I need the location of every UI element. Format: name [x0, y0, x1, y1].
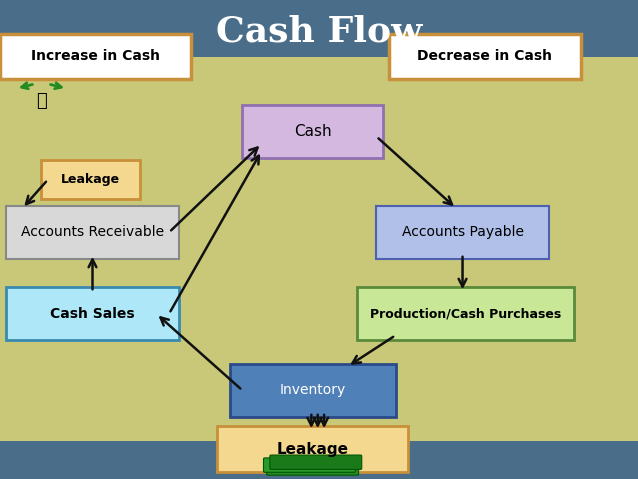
FancyBboxPatch shape — [6, 287, 179, 340]
Text: Accounts Payable: Accounts Payable — [401, 225, 524, 240]
FancyBboxPatch shape — [357, 287, 574, 340]
FancyBboxPatch shape — [389, 34, 581, 79]
FancyBboxPatch shape — [230, 364, 396, 417]
FancyBboxPatch shape — [242, 105, 383, 158]
Text: Accounts Receivable: Accounts Receivable — [21, 225, 164, 240]
Text: Inventory: Inventory — [279, 383, 346, 398]
FancyBboxPatch shape — [6, 206, 179, 259]
FancyBboxPatch shape — [0, 57, 638, 441]
FancyBboxPatch shape — [0, 34, 191, 79]
FancyBboxPatch shape — [263, 458, 355, 472]
FancyBboxPatch shape — [376, 206, 549, 259]
Text: Cash Sales: Cash Sales — [50, 307, 135, 321]
Text: Leakage: Leakage — [277, 442, 348, 456]
Text: Cash Flow: Cash Flow — [216, 14, 422, 48]
FancyBboxPatch shape — [0, 441, 638, 479]
Text: Increase in Cash: Increase in Cash — [31, 49, 160, 63]
Text: Decrease in Cash: Decrease in Cash — [417, 49, 553, 63]
Text: Production/Cash Purchases: Production/Cash Purchases — [370, 307, 561, 320]
FancyBboxPatch shape — [41, 160, 140, 199]
FancyBboxPatch shape — [267, 461, 359, 475]
FancyBboxPatch shape — [0, 0, 638, 57]
Text: Leakage: Leakage — [61, 173, 121, 186]
FancyBboxPatch shape — [270, 455, 362, 469]
Text: Cash: Cash — [294, 124, 331, 139]
FancyBboxPatch shape — [217, 426, 408, 472]
Text: 💵: 💵 — [36, 91, 47, 110]
